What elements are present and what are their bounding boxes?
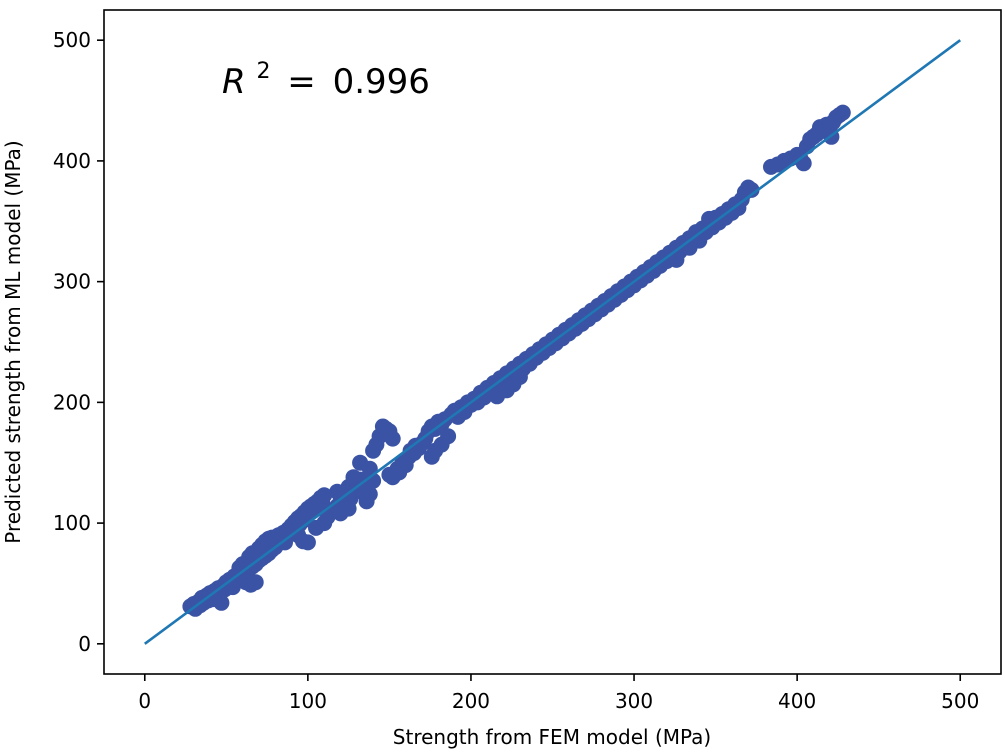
plot-frame bbox=[103, 9, 1002, 675]
data-point-113 bbox=[345, 469, 362, 486]
x-tick-label-100: 100 bbox=[289, 689, 327, 713]
reference-line bbox=[143, 39, 962, 645]
x-tick-label-200: 200 bbox=[452, 689, 490, 713]
r-squared-annotation: R 2 = 0.996 bbox=[222, 47, 430, 102]
x-tick-label-500: 500 bbox=[941, 689, 979, 713]
r-squared-value: 0.996 bbox=[333, 62, 430, 102]
data-point-183 bbox=[511, 369, 528, 385]
data-point-148 bbox=[440, 428, 457, 445]
data-point-245 bbox=[743, 181, 760, 198]
data-point-92 bbox=[299, 534, 316, 551]
equals-sign: = bbox=[287, 62, 316, 102]
data-point-52 bbox=[247, 574, 264, 591]
r-exponent: 2 bbox=[256, 59, 270, 84]
y-tick-label-500: 500 bbox=[53, 28, 91, 52]
data-point-89 bbox=[316, 487, 333, 504]
x-tick-label-0: 0 bbox=[138, 689, 151, 713]
data-point-132 bbox=[391, 464, 408, 481]
data-point-124 bbox=[384, 430, 401, 447]
data-point-16 bbox=[213, 594, 230, 611]
y-axis-ticks: 0 100 200 300 400 500 bbox=[53, 28, 104, 656]
data-point-256 bbox=[795, 155, 812, 172]
y-tick-label-0: 0 bbox=[78, 632, 91, 656]
x-tick-label-300: 300 bbox=[615, 689, 653, 713]
y-tick-label-400: 400 bbox=[53, 149, 91, 173]
x-axis-label: Strength from FEM model (MPa) bbox=[393, 725, 711, 749]
r-symbol: R bbox=[222, 62, 246, 102]
y-axis-label: Predicted strength from ML model (MPa) bbox=[1, 140, 25, 543]
data-point-268 bbox=[834, 104, 851, 121]
data-point-111 bbox=[340, 500, 357, 517]
y-tick-label-300: 300 bbox=[53, 270, 91, 294]
x-axis-ticks: 0 100 200 300 400 500 bbox=[138, 674, 979, 713]
y-tick-label-200: 200 bbox=[53, 390, 91, 414]
y-tick-label-100: 100 bbox=[53, 511, 91, 535]
x-tick-label-400: 400 bbox=[778, 689, 816, 713]
data-point-248 bbox=[691, 232, 708, 249]
data-point-246 bbox=[668, 251, 685, 268]
data-point-112 bbox=[329, 483, 346, 500]
